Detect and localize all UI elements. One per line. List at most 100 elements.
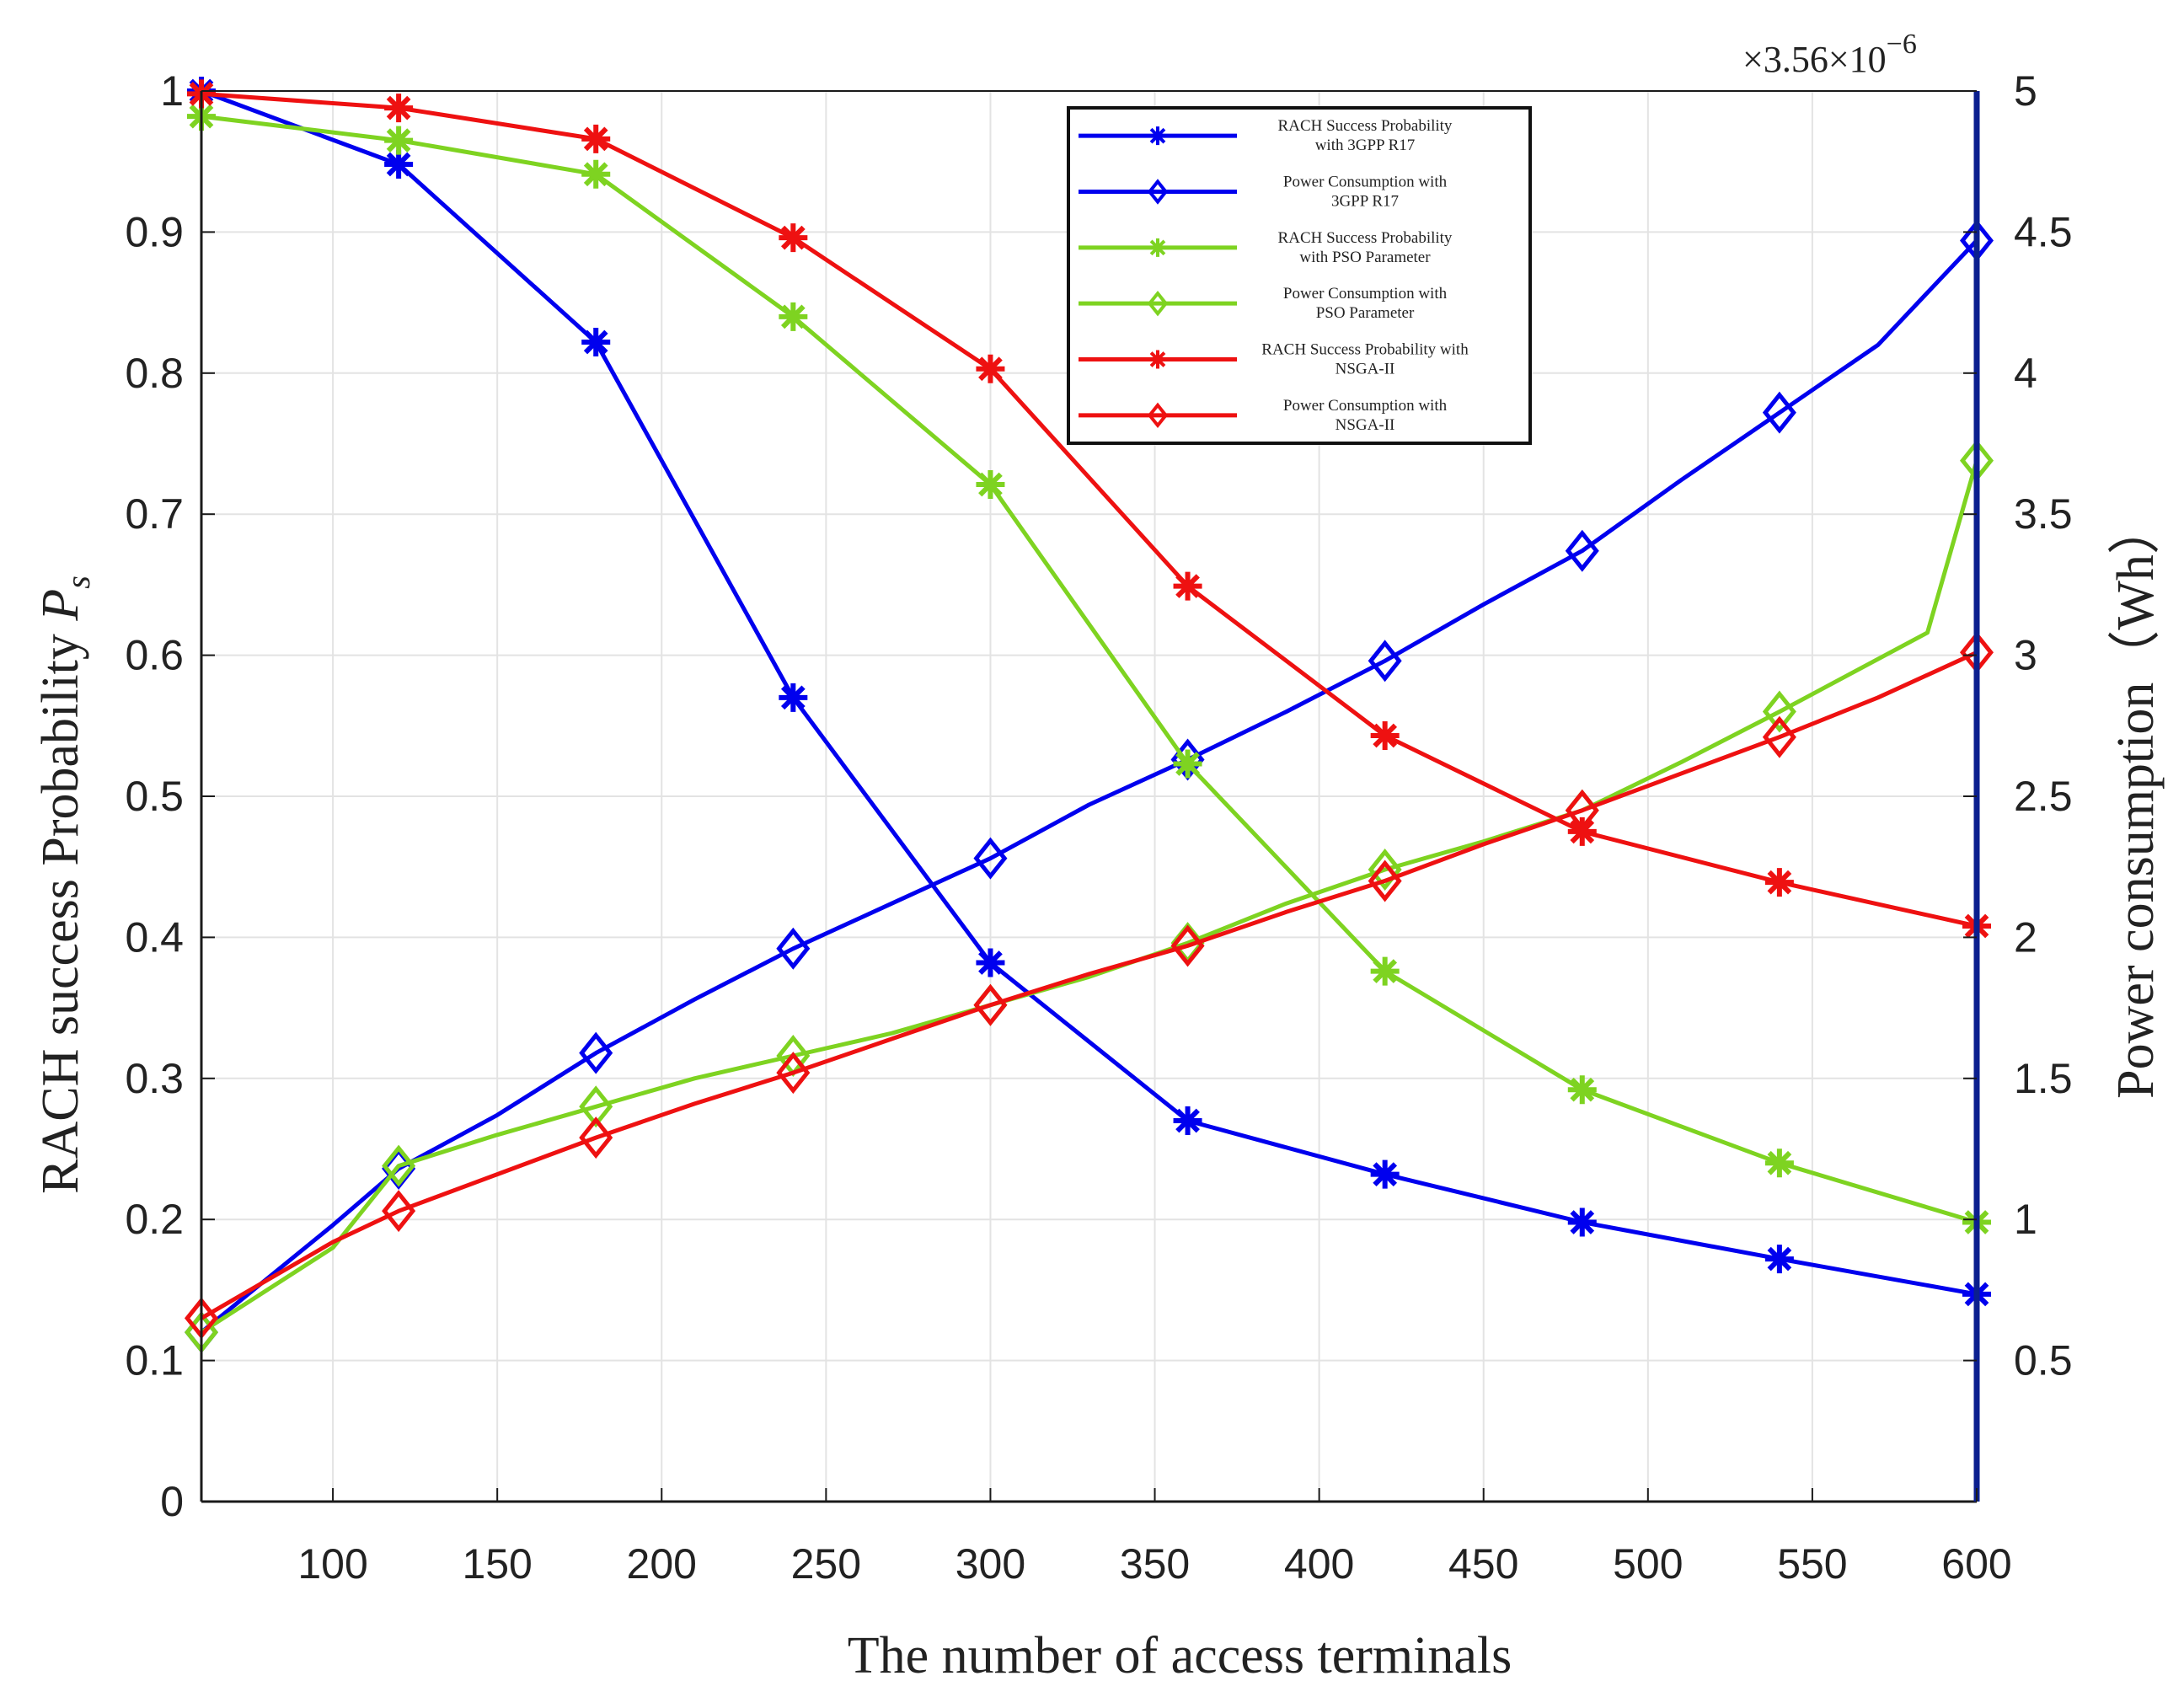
- legend-marker: [1147, 179, 1169, 205]
- series-line: [200, 459, 1979, 1335]
- legend-entry: RACH Success Probability with 3GPP R17: [1079, 117, 1453, 154]
- y-right-tick-label: 1.5: [2014, 1055, 2073, 1102]
- y-right-tick-label: 1: [2014, 1196, 2037, 1243]
- data-point: [384, 126, 414, 155]
- series-6: [184, 631, 1994, 1340]
- y-left-tick-label: 0.9: [125, 208, 184, 255]
- legend-label: RACH Success Probability: [1278, 229, 1453, 247]
- y-left-tick-label: 0.8: [125, 350, 184, 397]
- data-point: [384, 150, 414, 179]
- y-left-tick-label: 0.4: [125, 913, 184, 961]
- data-point: [1173, 571, 1202, 601]
- data-point: [1764, 1149, 1794, 1178]
- data-point: [1762, 391, 1796, 434]
- x-tick-label: 100: [297, 1540, 367, 1588]
- x-tick-label: 500: [1613, 1540, 1683, 1588]
- legend-label: RACH Success Probability with: [1261, 341, 1469, 359]
- right-axis-multiplier-exponent: −6: [1887, 29, 1917, 60]
- data-point: [1565, 529, 1599, 572]
- legend-marker: [1147, 402, 1169, 429]
- legend-label: NSGA-II: [1336, 361, 1395, 378]
- data-point: [1764, 868, 1794, 897]
- series-line: [200, 651, 1978, 1320]
- x-axis-label: The number of access terminals: [848, 1627, 1512, 1684]
- data-point: [973, 983, 1008, 1026]
- legend-entry: RACH Success Probability with NSGA-II: [1079, 341, 1469, 378]
- tick-labels: 100 150 200 250 300 350 400 450 500 550 600 0 0.1 0.2…: [125, 67, 2072, 1588]
- data-point: [1368, 859, 1402, 902]
- data-point: [779, 223, 808, 253]
- data-point: [976, 470, 1005, 500]
- y-axis-right-label: Power consumption（Wh）: [2107, 502, 2165, 1099]
- data-point: [581, 327, 611, 356]
- data-point: [1762, 715, 1796, 758]
- y-axis-left-label-text: RACH success Probability: [32, 634, 89, 1194]
- y-axis-left-symbol: P: [32, 589, 89, 622]
- data-point: [1567, 1207, 1597, 1237]
- data-point: [976, 948, 1005, 977]
- data-point: [1370, 1159, 1400, 1189]
- data-point: [976, 354, 1005, 383]
- y-right-tick-label: 3: [2014, 632, 2037, 679]
- y-left-tick-label: 0.6: [125, 632, 184, 679]
- data-point: [1762, 690, 1796, 733]
- y-left-tick-label: 0.7: [125, 490, 184, 538]
- data-point: [776, 927, 811, 970]
- y-right-tick-label: 0.5: [2014, 1337, 2073, 1384]
- x-tick-label: 450: [1448, 1540, 1518, 1588]
- data-point: [973, 837, 1008, 880]
- legend-box: [1067, 106, 1532, 445]
- y-right-tick-label: 2.5: [2014, 773, 2073, 820]
- legend-label: RACH Success Probability: [1278, 117, 1453, 135]
- data-point: [579, 1031, 613, 1074]
- data-point: [581, 159, 611, 189]
- x-tick-label: 350: [1120, 1540, 1190, 1588]
- data-point: [776, 1052, 811, 1095]
- legend-label: with PSO Parameter: [1299, 249, 1431, 266]
- data-point: [1565, 789, 1599, 832]
- y-right-tick-label: 5: [2014, 67, 2037, 115]
- data-point: [1567, 1075, 1597, 1105]
- series-line: [200, 238, 1978, 1335]
- x-tick-label: 300: [956, 1540, 1025, 1588]
- y-axis-left-subscript: s: [59, 576, 97, 589]
- y-right-tick-label: 2: [2014, 913, 2037, 961]
- x-tick-label: 200: [627, 1540, 697, 1588]
- legend-label: Power Consumption with: [1283, 174, 1448, 191]
- series-line: [201, 91, 1978, 929]
- legend: RACH Success Probability with 3GPP R17 Pow…: [1067, 106, 1532, 445]
- data-point: [1173, 1106, 1202, 1136]
- data-point: [1370, 956, 1400, 986]
- y-left-tick-label: 0.3: [125, 1055, 184, 1102]
- axes: [200, 90, 1980, 1503]
- data-point: [779, 683, 808, 712]
- legend-label: 3GPP R17: [1331, 193, 1399, 211]
- data-point: [1170, 924, 1205, 967]
- legend-label: with 3GPP R17: [1315, 137, 1416, 154]
- data-point: [1368, 849, 1402, 892]
- data-point: [1173, 749, 1202, 779]
- legend-label: Power Consumption with: [1283, 285, 1448, 303]
- legend-marker: [1148, 126, 1167, 146]
- legend-marker: [1147, 290, 1169, 317]
- x-tick-label: 150: [462, 1540, 532, 1588]
- y-right-tick-label: 4.5: [2014, 208, 2073, 255]
- data-point: [1368, 640, 1402, 683]
- y-left-tick-label: 0.2: [125, 1196, 184, 1243]
- series-3: [187, 102, 1991, 1237]
- data-point: [1764, 1245, 1794, 1274]
- y-left-tick-label: 0.1: [125, 1337, 184, 1384]
- y-left-tick-label: 1: [160, 67, 184, 115]
- legend-entry: RACH Success Probability with PSO Paramet…: [1079, 229, 1453, 266]
- series-line: [201, 114, 1978, 1224]
- y-axis-left-label: RACH success Probability Ps: [32, 576, 97, 1194]
- legend-marker: [1148, 238, 1167, 257]
- legend-entry: Power Consumption with 3GPP R17: [1079, 174, 1448, 211]
- y-right-tick-label: 3.5: [2014, 490, 2073, 538]
- data-point: [382, 1190, 416, 1233]
- right-axis-multiplier: ×3.56×10−6: [1742, 29, 1917, 80]
- y-right-tick-label: 4: [2014, 350, 2037, 397]
